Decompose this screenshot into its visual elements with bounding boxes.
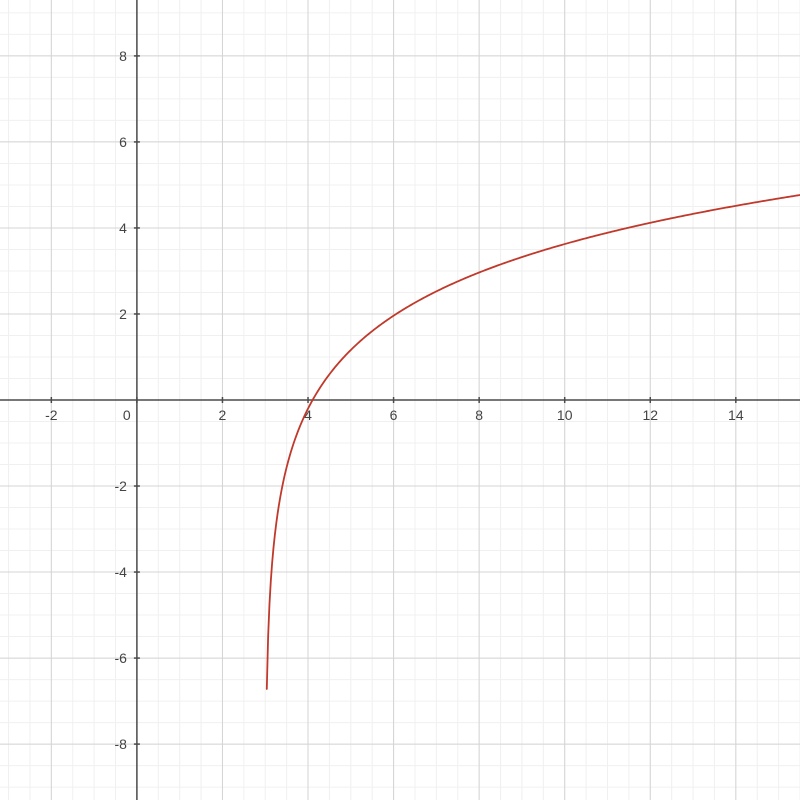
y-tick-label: 4 [119, 220, 127, 236]
x-tick-label: 2 [219, 407, 227, 423]
y-tick-label: -8 [114, 736, 127, 752]
y-tick-label: 8 [119, 48, 127, 64]
y-tick-label: 2 [119, 306, 127, 322]
y-tick-label: 6 [119, 134, 127, 150]
x-tick-label: 0 [123, 407, 131, 423]
y-tick-label: -4 [114, 564, 127, 580]
chart-container: -202468101214-8-6-4-22468 [0, 0, 800, 800]
x-tick-label: 14 [728, 407, 744, 423]
function-plot: -202468101214-8-6-4-22468 [0, 0, 800, 800]
x-tick-label: 8 [475, 407, 483, 423]
y-tick-label: -6 [114, 650, 127, 666]
x-tick-label: 6 [390, 407, 398, 423]
y-tick-label: -2 [114, 478, 127, 494]
x-tick-label: 12 [642, 407, 658, 423]
x-tick-label: -2 [45, 407, 58, 423]
x-tick-label: 10 [557, 407, 573, 423]
